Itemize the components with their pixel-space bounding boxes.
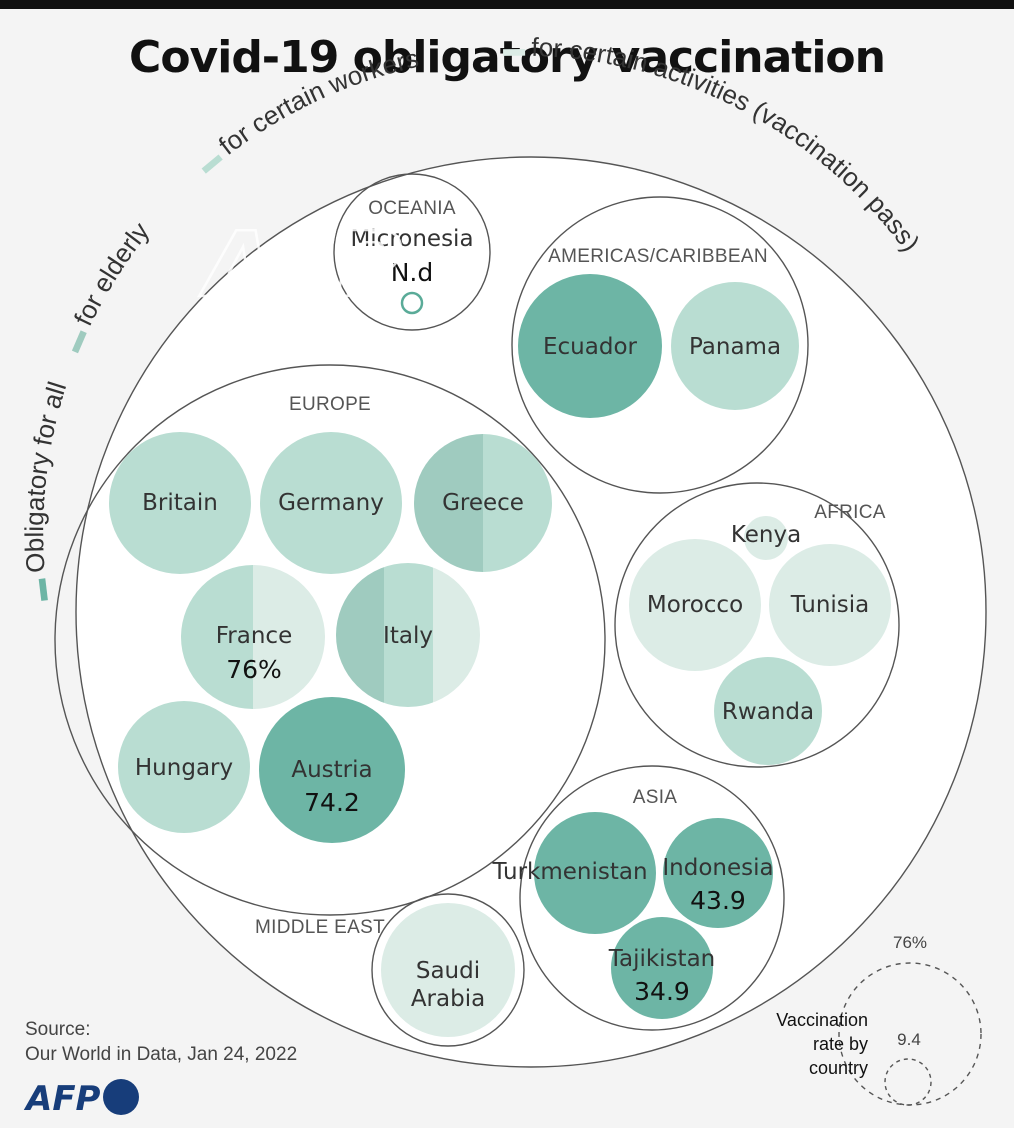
region-label-americas: AMERICAS/CARIBBEAN [548, 246, 768, 267]
value-france: 76% [226, 655, 282, 684]
country-saudi-arabia-line2: Arabia [411, 986, 485, 1012]
page-title: Covid-19 obligatory vaccination [129, 32, 885, 83]
austria-bubble [259, 697, 405, 843]
country-micronesia: Micronesia [350, 226, 473, 252]
panama-bubble [671, 282, 799, 410]
afp-logo: AFP [23, 1079, 139, 1119]
legend-label-all: Obligatory for all [19, 378, 72, 574]
region-middle-east: MIDDLE EAST Saudi Arabia [255, 893, 525, 1047]
legend-label-elderly: for elderly [68, 216, 155, 330]
value-tajikistan: 34.9 [634, 977, 690, 1006]
afp-watermark: AFP [199, 213, 402, 318]
size-key-min: 9.4 [897, 1030, 921, 1049]
country-germany: Germany [278, 490, 384, 516]
size-key-small-circle [884, 1058, 932, 1106]
region-africa: AFRICA Kenya Morocco Tunisia Rwanda [614, 482, 900, 768]
size-key-label-2: rate by [813, 1034, 868, 1054]
country-kenya: Kenya [731, 522, 801, 548]
country-indonesia: Indonesia [662, 855, 773, 881]
country-italy: Italy [383, 623, 433, 649]
region-label-europe: EUROPE [289, 394, 371, 415]
saudi-arabia-bubble [381, 903, 515, 1037]
size-key-label-1: Vaccination [776, 1010, 868, 1030]
micronesia-bubble [400, 291, 424, 315]
country-tunisia: Tunisia [790, 592, 870, 618]
country-britain: Britain [142, 490, 218, 516]
region-label-middle-east: MIDDLE EAST [255, 917, 385, 938]
size-key-label-3: country [809, 1058, 868, 1078]
americas-circle [511, 196, 809, 494]
region-label-asia: ASIA [633, 787, 678, 808]
rwanda-bubble [714, 657, 822, 765]
country-panama: Panama [689, 334, 781, 360]
source-label: Source: [25, 1019, 90, 1040]
country-ecuador: Ecuador [543, 334, 638, 360]
britain-bubble [109, 432, 251, 574]
oceania-circle [333, 173, 491, 331]
africa-circle [614, 482, 900, 768]
turkmenistan-bubble [534, 812, 656, 934]
value-austria: 74.2 [304, 788, 360, 817]
region-americas: AMERICAS/CARIBBEAN Ecuador Panama [511, 196, 809, 494]
germany-bubble [260, 432, 402, 574]
country-rwanda: Rwanda [722, 699, 814, 725]
legend-swatch-workers: ▬ [193, 144, 226, 177]
region-asia: ASIA Turkmenistan Indonesia 43.9 Tajikis… [491, 765, 785, 1031]
afp-logo-text: AFP [23, 1079, 101, 1119]
region-oceania: OCEANIA Micronesia N.d [333, 173, 491, 331]
size-key: 76% 9.4 Vaccination rate by country [776, 933, 982, 1106]
asia-circle [519, 765, 785, 1031]
value-micronesia: N.d [391, 258, 434, 287]
region-label-oceania: OCEANIA [368, 198, 456, 219]
country-morocco: Morocco [647, 592, 743, 618]
country-turkmenistan: Turkmenistan [491, 859, 647, 885]
size-key-max: 76% [893, 933, 927, 952]
value-indonesia: 43.9 [690, 886, 746, 915]
country-hungary: Hungary [135, 755, 233, 781]
middle-east-circle [371, 893, 525, 1047]
kenya-bubble [744, 516, 788, 560]
legend-swatch-activities: ▬ [503, 36, 525, 61]
legend-swatch-all: ▬ [25, 578, 52, 603]
morocco-bubble [629, 539, 761, 671]
indonesia-bubble [663, 818, 773, 928]
afp-logo-dot [103, 1079, 139, 1115]
legend-swatch-elderly: ▬ [60, 325, 92, 355]
country-france: France [216, 623, 292, 649]
ecuador-bubble [518, 274, 662, 418]
source-text: Our World in Data, Jan 24, 2022 [25, 1044, 297, 1065]
country-greece: Greece [442, 490, 524, 516]
region-label-africa: AFRICA [814, 502, 885, 523]
country-austria: Austria [291, 757, 372, 783]
country-tajikistan: Tajikistan [608, 946, 716, 972]
europe-circle [54, 364, 606, 916]
hungary-bubble [118, 701, 250, 833]
tajikistan-bubble [611, 917, 713, 1019]
top-bar [0, 0, 1014, 9]
tunisia-bubble [769, 544, 891, 666]
country-saudi-arabia-line1: Saudi [416, 958, 480, 984]
